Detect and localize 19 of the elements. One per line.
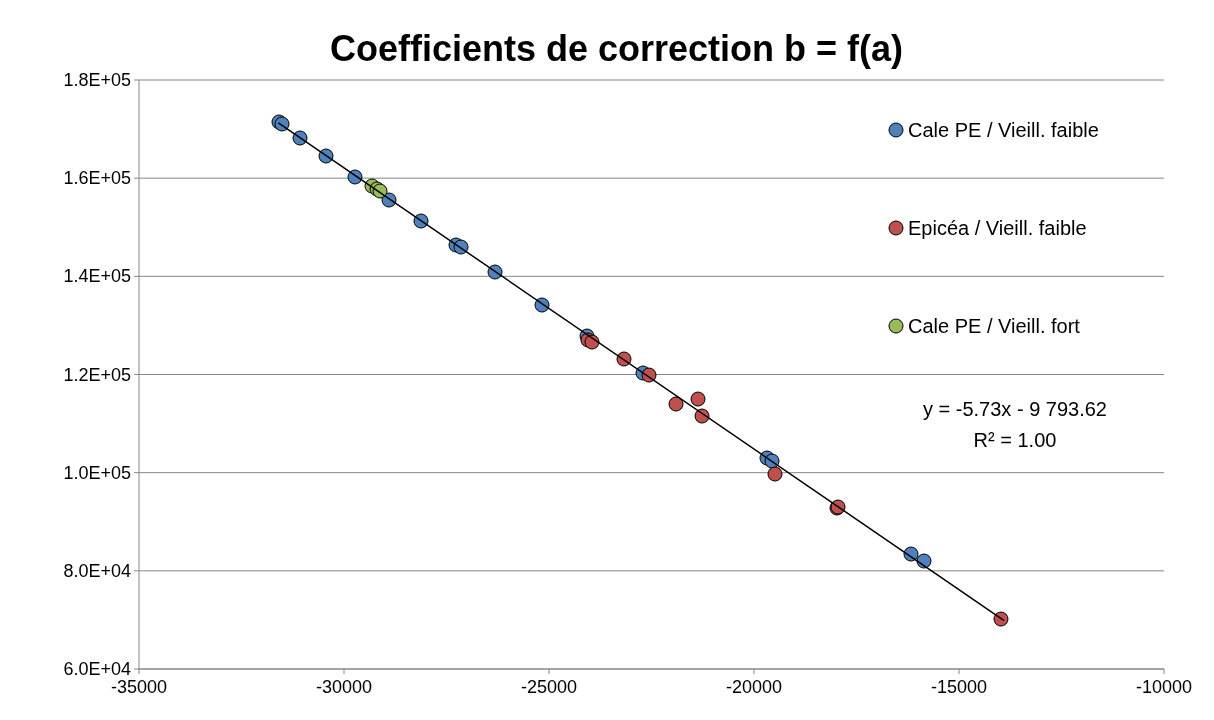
x-tick-label: -10000	[1135, 677, 1193, 697]
legend-label: Cale PE / Vieill. fort	[908, 315, 1081, 337]
x-tick-label: -15000	[930, 677, 988, 697]
y-tick-label: 1.0E+05	[63, 462, 131, 483]
annotation: y = -5.73x - 9 793.62	[922, 398, 1108, 420]
legend-label: Epicéa / Vieill. faible	[908, 217, 1087, 239]
y-tick-label: 1.6E+05	[63, 168, 131, 189]
chart-title: Coefficients de correction b = f(a)	[329, 28, 904, 69]
y-tick-label: 1.2E+05	[63, 364, 131, 385]
x-tick-label: -20000	[725, 677, 783, 697]
y-tick-label: 6.0E+04	[63, 659, 131, 679]
y-tick-label: 1.8E+05	[63, 70, 131, 90]
x-tick-label: -30000	[315, 677, 373, 697]
annotation: R² = 1.00	[973, 429, 1057, 451]
x-tick-label: -25000	[520, 677, 578, 697]
y-tick-label: 1.4E+05	[63, 266, 131, 287]
y-tick-label: 8.0E+04	[63, 560, 131, 581]
legend-label: Cale PE / Vieill. faible	[908, 119, 1099, 141]
x-tick-label: -35000	[110, 677, 168, 697]
